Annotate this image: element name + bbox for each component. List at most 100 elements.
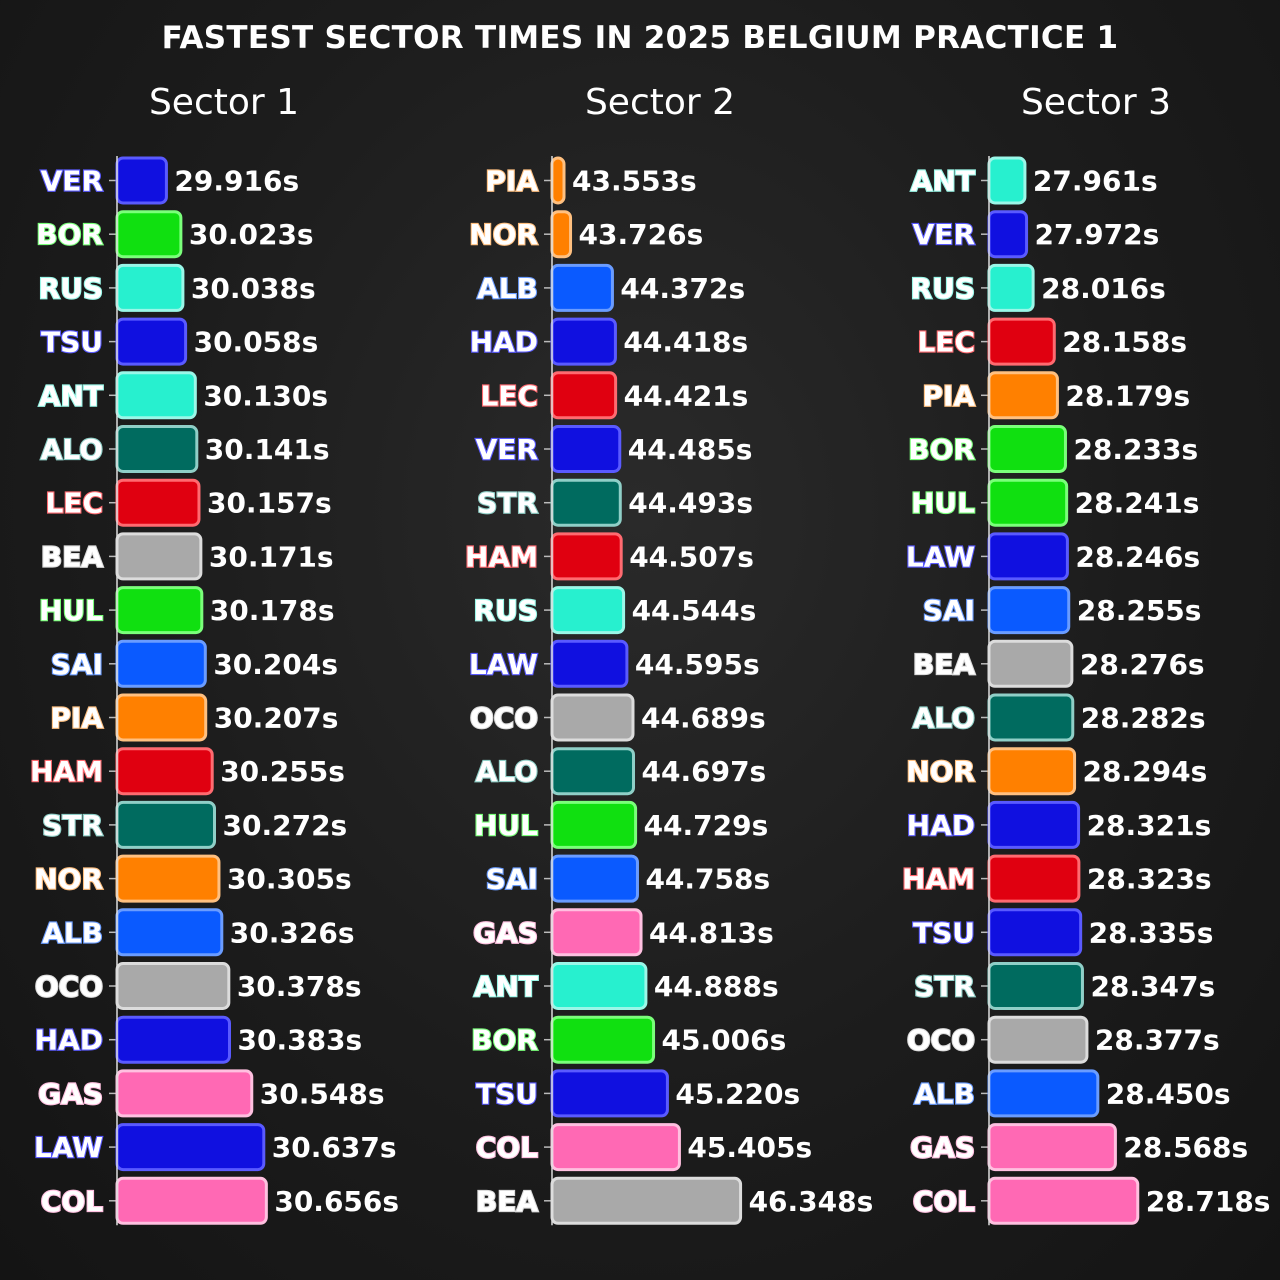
driver-label: GAS xyxy=(38,1077,103,1110)
bar xyxy=(115,210,183,259)
driver-label: ALO xyxy=(476,755,538,788)
driver-label: RUS xyxy=(911,272,975,305)
driver-label: BEA xyxy=(913,648,975,681)
bar xyxy=(115,156,168,205)
driver-label: SAI xyxy=(51,648,103,681)
driver-label: OCO xyxy=(470,702,538,735)
bar xyxy=(987,1176,1140,1225)
bar xyxy=(550,532,623,581)
value-label: 44.372s xyxy=(620,272,745,305)
bar xyxy=(550,1069,669,1118)
bar xyxy=(987,747,1077,796)
value-label: 30.157s xyxy=(207,487,332,520)
bar xyxy=(115,371,197,420)
driver-label: NOR xyxy=(34,863,103,896)
driver-label: OCO xyxy=(35,970,103,1003)
driver-label: BEA xyxy=(476,1185,538,1218)
bar xyxy=(987,263,1035,312)
driver-label: TSU xyxy=(476,1077,538,1110)
driver-label: TSU xyxy=(913,916,975,949)
driver-label: ANT xyxy=(911,165,975,198)
bar xyxy=(550,747,636,796)
value-label: 28.158s xyxy=(1062,326,1187,359)
value-label: 30.383s xyxy=(237,1024,362,1057)
value-label: 30.178s xyxy=(210,594,335,627)
value-label: 44.697s xyxy=(642,755,767,788)
value-label: 30.272s xyxy=(223,809,348,842)
bar xyxy=(987,210,1029,259)
driver-label: LEC xyxy=(45,487,103,520)
bar xyxy=(987,854,1081,903)
bar xyxy=(987,639,1074,688)
driver-label: SAI xyxy=(486,863,538,896)
value-label: 28.016s xyxy=(1041,272,1166,305)
value-label: 44.507s xyxy=(629,540,754,573)
driver-label: NOR xyxy=(469,218,538,251)
bar xyxy=(550,908,643,957)
bar xyxy=(987,908,1083,957)
bar xyxy=(550,425,622,473)
bar xyxy=(550,317,617,366)
value-label: 28.568s xyxy=(1123,1131,1248,1164)
value-label: 28.377s xyxy=(1095,1024,1220,1057)
bar xyxy=(115,747,214,796)
bar xyxy=(550,478,622,527)
value-label: 44.595s xyxy=(635,648,760,681)
bar xyxy=(987,1123,1117,1172)
driver-label: VER xyxy=(41,165,103,198)
driver-label: STR xyxy=(42,809,103,842)
driver-label: HAD xyxy=(907,809,975,842)
bar xyxy=(115,1069,254,1118)
sector-title: Sector 2 xyxy=(585,82,735,123)
bar xyxy=(987,800,1081,849)
value-label: 28.450s xyxy=(1106,1077,1231,1110)
bar xyxy=(550,263,614,312)
driver-label: ALB xyxy=(42,916,103,949)
driver-label: COL xyxy=(476,1131,538,1164)
bar xyxy=(987,156,1027,205)
bar xyxy=(987,371,1059,420)
driver-label: BEA xyxy=(41,540,103,573)
driver-label: COL xyxy=(913,1185,975,1218)
bar xyxy=(987,962,1084,1010)
bar xyxy=(550,693,635,742)
driver-label: GAS xyxy=(910,1131,975,1164)
driver-label: ALB xyxy=(914,1077,975,1110)
value-label: 29.916s xyxy=(174,165,299,198)
bar xyxy=(550,156,566,205)
driver-label: BOR xyxy=(471,1024,538,1057)
sector-panel-2: Sector 2 PIA 43.553s NOR 43.726s ALB 44.372s HA… xyxy=(464,82,873,1226)
value-label: 44.888s xyxy=(654,970,779,1003)
bar xyxy=(550,1123,681,1172)
driver-label: LAW xyxy=(34,1131,103,1164)
bar xyxy=(115,1176,268,1225)
bar xyxy=(987,478,1069,527)
driver-label: HAD xyxy=(470,326,538,359)
value-label: 28.241s xyxy=(1075,487,1200,520)
bar xyxy=(115,317,188,366)
value-label: 28.323s xyxy=(1087,863,1212,896)
value-label: 43.726s xyxy=(579,218,704,251)
value-label: 45.220s xyxy=(675,1077,800,1110)
bar xyxy=(115,800,217,849)
value-label: 30.656s xyxy=(274,1185,399,1218)
driver-label: BOR xyxy=(36,218,103,251)
value-label: 30.038s xyxy=(191,272,316,305)
driver-label: STR xyxy=(477,487,538,520)
driver-label: PIA xyxy=(50,702,103,735)
bar xyxy=(550,210,573,259)
bar xyxy=(115,478,201,527)
value-label: 45.006s xyxy=(662,1024,787,1057)
bar xyxy=(115,639,207,688)
value-label: 30.130s xyxy=(203,379,328,412)
driver-label: TSU xyxy=(41,326,103,359)
driver-label: PIA xyxy=(485,165,538,198)
bar xyxy=(987,317,1056,366)
bar xyxy=(115,854,221,903)
driver-label: VER xyxy=(913,218,975,251)
driver-label: ALO xyxy=(41,433,103,466)
value-label: 30.207s xyxy=(214,702,339,735)
value-label: 43.553s xyxy=(572,165,697,198)
sector-title: Sector 1 xyxy=(149,82,299,123)
